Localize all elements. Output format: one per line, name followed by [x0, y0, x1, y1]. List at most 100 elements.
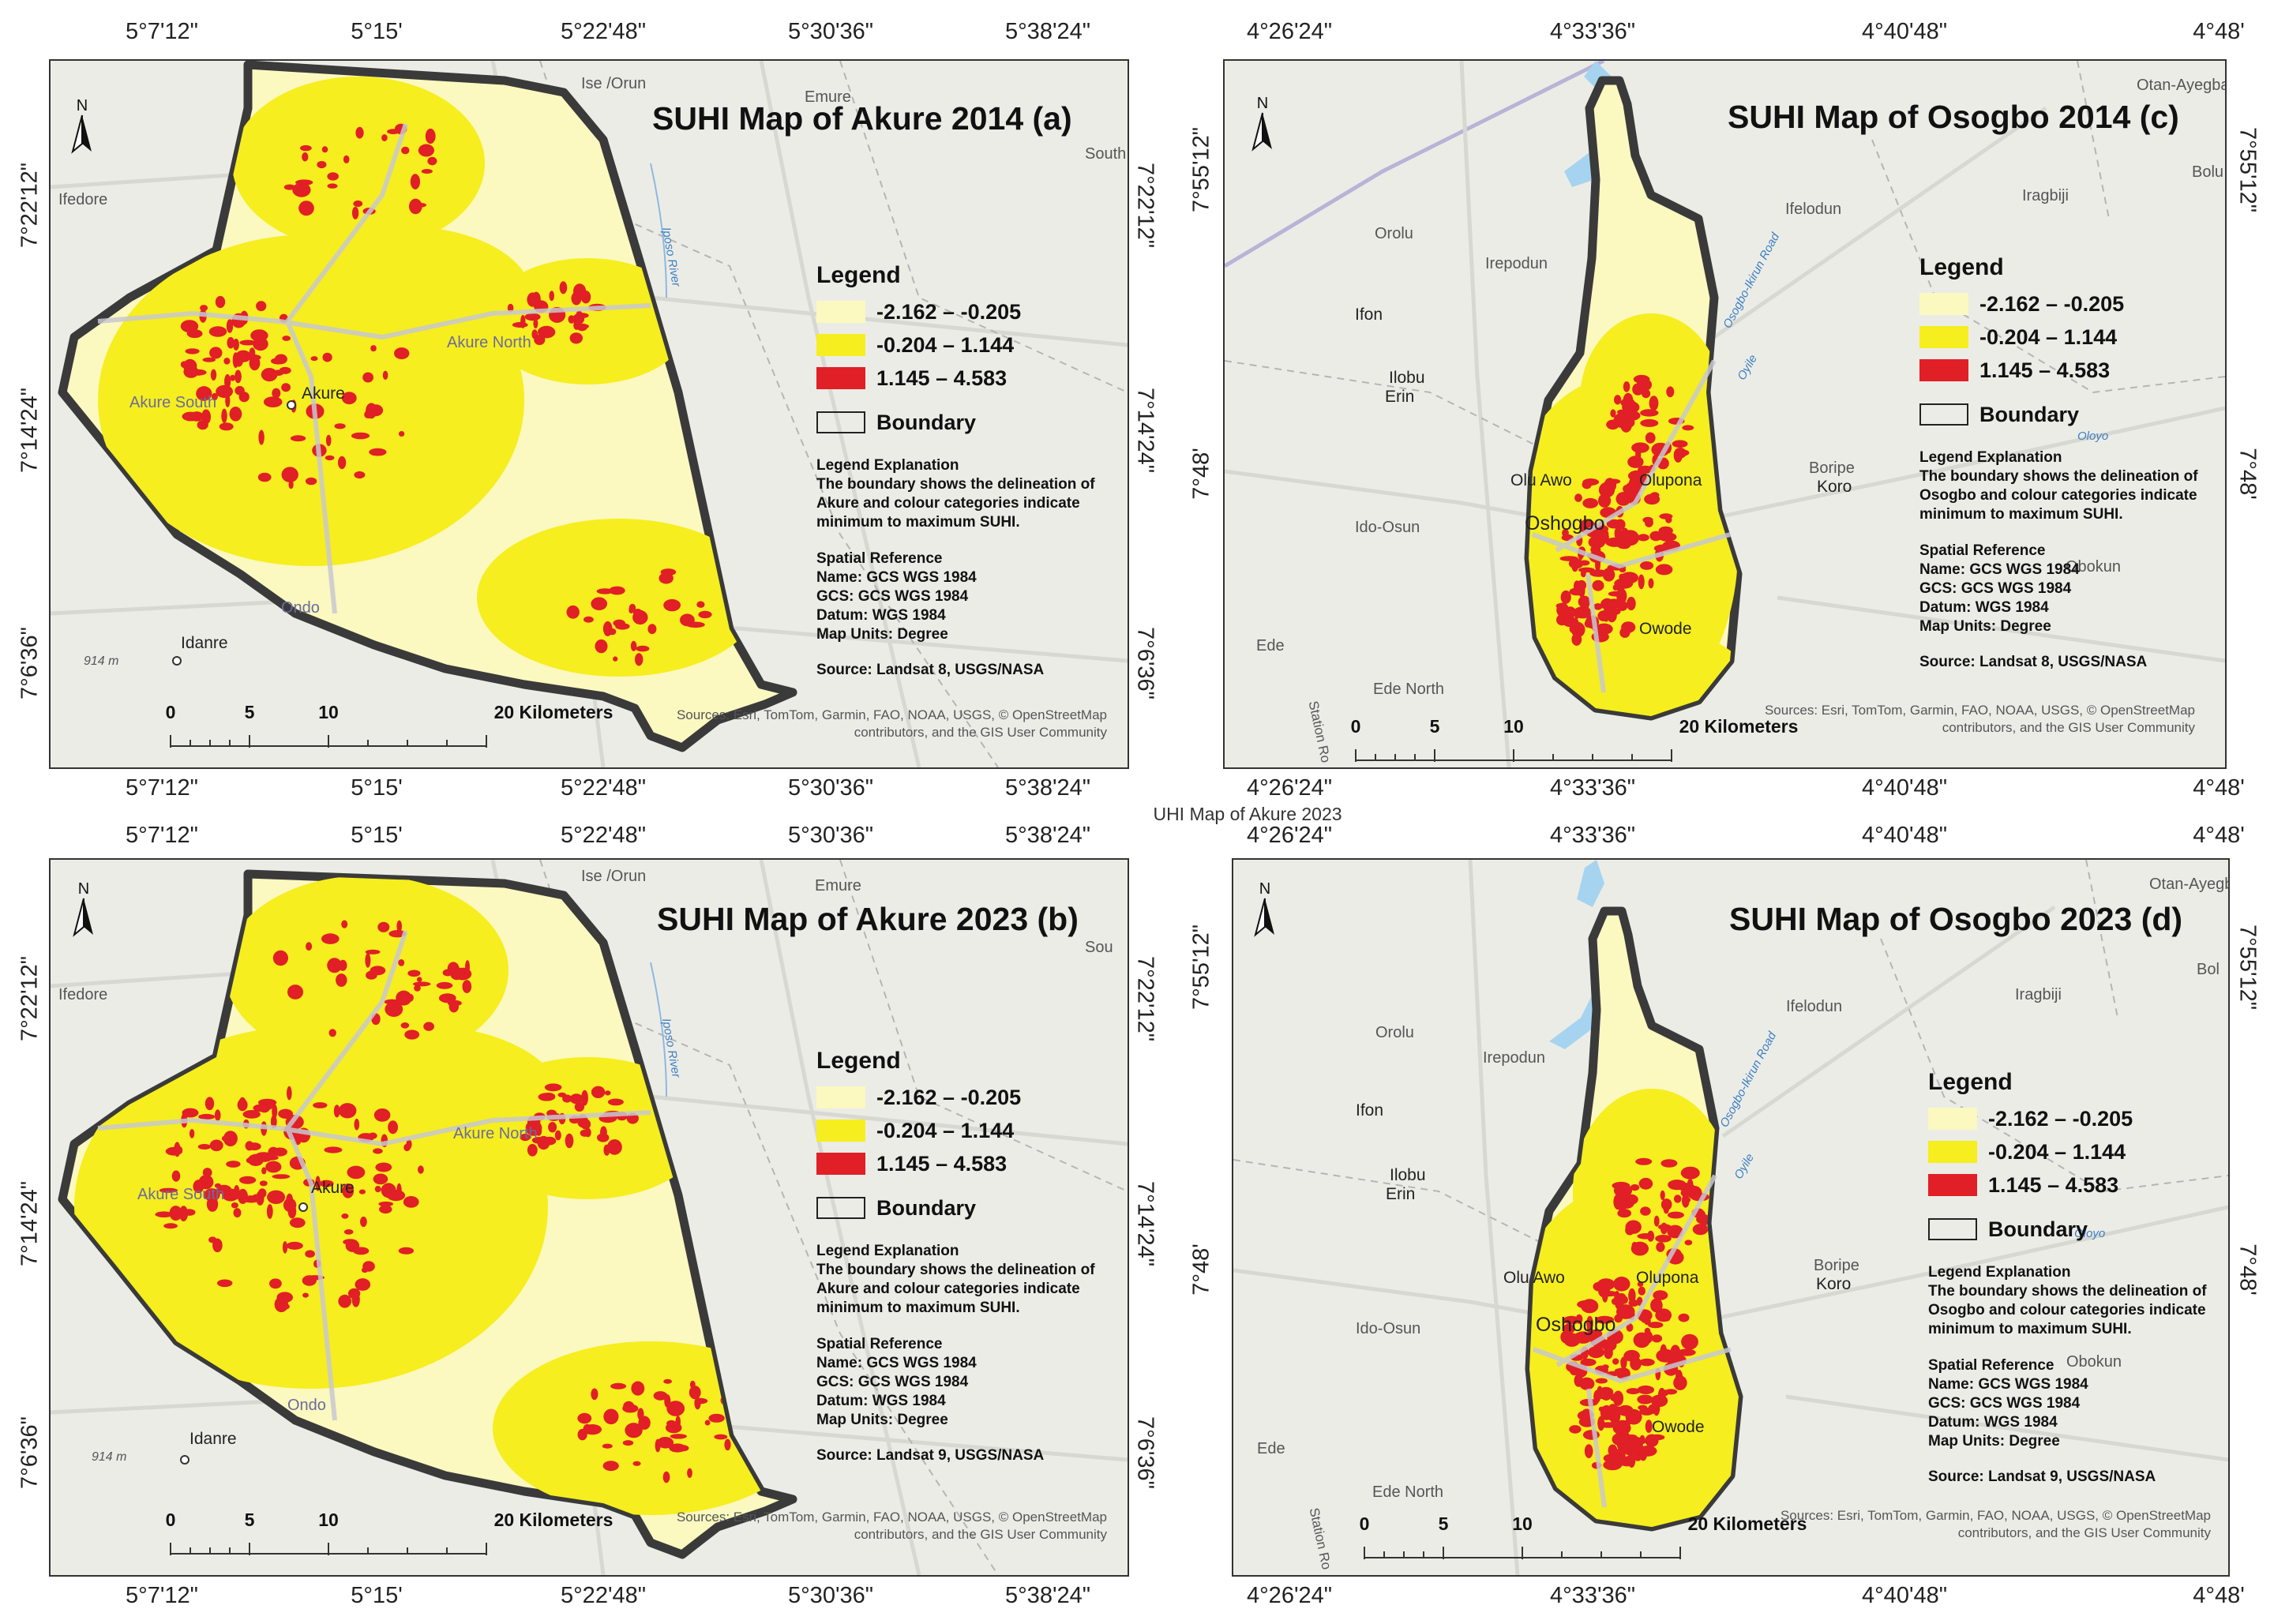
hotspot-patch — [1650, 1394, 1668, 1408]
hotspot-patch — [595, 639, 608, 654]
legend-label: -2.162 – -0.205 — [1988, 1106, 2133, 1131]
explanation-text: The boundary shows the delineation of Ak… — [816, 476, 1095, 531]
hotspot-patch — [1626, 1323, 1634, 1332]
hotspot-patch — [1610, 409, 1616, 418]
hotspot-patch — [531, 329, 538, 339]
scale-tick-label: 0 — [1359, 1513, 1370, 1534]
spatial-reference-line: Map Units: Degree — [1928, 1433, 2060, 1450]
swatch-high — [1919, 359, 1968, 381]
hotspot-patch — [549, 291, 554, 302]
hotspot-patch — [669, 1443, 686, 1453]
hotspot-patch — [666, 1420, 677, 1427]
attribution-line: contributors, and the GIS User Community — [854, 1527, 1107, 1542]
hotspot-patch — [1574, 1331, 1593, 1344]
main-roads — [1532, 1174, 1732, 1508]
hotspot-patch — [1620, 398, 1635, 407]
place-label: 914 m — [84, 654, 119, 668]
hotspot-patch — [1574, 609, 1580, 620]
hotspot-patch — [462, 980, 472, 993]
hotspot-patch — [597, 1133, 610, 1142]
place-label: Akure South — [129, 394, 217, 411]
hotspot-patch — [1638, 1446, 1657, 1457]
coord-label: 4°33'36" — [1549, 1583, 1636, 1608]
scale-tick-label: 20 Kilometers — [1687, 1513, 1807, 1534]
hotspot-patch — [413, 981, 431, 987]
hotspot-patch — [398, 1247, 415, 1255]
place-label: Ede — [1256, 637, 1285, 654]
spatial-reference-line: Datum: WGS 1984 — [1928, 1414, 2058, 1431]
hotspot-patch — [388, 1120, 398, 1135]
map-canvas — [51, 61, 1128, 767]
hotspot-patch — [622, 1440, 634, 1446]
place-label: Idanre — [181, 634, 228, 652]
hotspot-patch — [591, 1086, 606, 1098]
spatial-reference-title: Spatial Reference — [1928, 1357, 2054, 1374]
hotspot-patch — [1667, 1211, 1684, 1219]
hotspot-patch — [1663, 1204, 1669, 1214]
map-panel-osogbo-2023: Otan-Ayegb Bol Orolu Iragbiji Ifelodun I… — [1232, 858, 2230, 1577]
place-label: Ede — [1257, 1440, 1285, 1457]
hotspot-patch — [670, 1434, 687, 1439]
hotspot-patch — [272, 388, 281, 399]
spatial-reference-line: GCS: GCS WGS 1984 — [1919, 580, 2072, 597]
hotspot-patch — [211, 392, 218, 401]
hotspot-patch — [1638, 1286, 1645, 1296]
coord-label: 7°22'12" — [17, 162, 43, 249]
hotspot-patch — [353, 1247, 370, 1255]
place-label: Bol — [2197, 961, 2220, 978]
hotspot-patch — [662, 1471, 670, 1483]
hotspot-patch — [1627, 596, 1636, 611]
legend-title: Legend — [1928, 1069, 2013, 1095]
place-label: Olu Awo — [1503, 1269, 1565, 1287]
hotspot-patch — [1681, 1333, 1698, 1350]
legend-item: Boundary — [816, 406, 1124, 439]
hotspot-patch — [1640, 1206, 1651, 1216]
coord-label: 5°15' — [351, 1583, 403, 1608]
hotspot-patch — [637, 1408, 644, 1420]
swatch-low — [1919, 293, 1968, 315]
hotspot-patch — [334, 423, 346, 429]
hotspot-patch — [1637, 1233, 1655, 1240]
place-label: Emure — [815, 877, 861, 895]
place-label: Orolu — [1375, 225, 1413, 242]
coord-label: 4°40'48" — [1861, 19, 1948, 44]
hotspot-patch — [629, 603, 636, 613]
place-label: Akure — [302, 384, 345, 403]
hotspot-patch — [276, 1292, 294, 1303]
suhi-zones — [1529, 313, 1738, 716]
hotspot-patch — [604, 1090, 611, 1096]
coord-label: 7°14'24" — [17, 387, 43, 474]
hotspot-patch — [1581, 1299, 1599, 1314]
coord-label: 5°7'12" — [126, 19, 198, 44]
legend-item: -0.204 – 1.144 — [1919, 321, 2225, 354]
hotspot-patch — [675, 1416, 681, 1429]
hotspot-patch — [1660, 1159, 1678, 1168]
hotspot-patch — [442, 969, 453, 977]
coord-label: 5°38'24" — [1004, 19, 1091, 44]
hotspot-patch — [1593, 603, 1603, 610]
attribution-line: Sources: Esri, TomTom, Garmin, FAO, NOAA… — [676, 707, 1107, 722]
place-label: Ifelodun — [1785, 201, 1842, 218]
hotspot-patch — [1606, 519, 1622, 529]
coord-label: 4°40'48" — [1861, 1583, 1948, 1608]
hotspot-patch — [1580, 570, 1586, 578]
hotspot-patch — [625, 1423, 643, 1438]
coord-label: 4°26'24" — [1246, 823, 1333, 848]
hotspot-patch — [223, 1131, 238, 1146]
hotspot-patch — [343, 155, 350, 163]
hotspot-patch — [1638, 574, 1645, 590]
scale-tick-label: 5 — [1429, 716, 1440, 737]
coord-label: 4°33'36" — [1549, 19, 1636, 44]
north-label: N — [1257, 95, 1268, 112]
hotspot-patch — [580, 291, 591, 304]
hotspot-patch — [341, 920, 348, 928]
hotspot-patch — [1682, 425, 1694, 431]
hotspot-patch — [1639, 1435, 1645, 1445]
hotspot-patch — [343, 1239, 358, 1245]
hotspot-patch — [235, 385, 245, 396]
legend-label: -0.204 – 1.144 — [876, 332, 1015, 357]
coord-label: 7°55'12" — [1188, 126, 1214, 213]
hotspot-patch — [1618, 531, 1623, 544]
coord-label: 4°33'36" — [1549, 775, 1636, 801]
legend-label: 1.145 – 4.583 — [876, 366, 1008, 390]
